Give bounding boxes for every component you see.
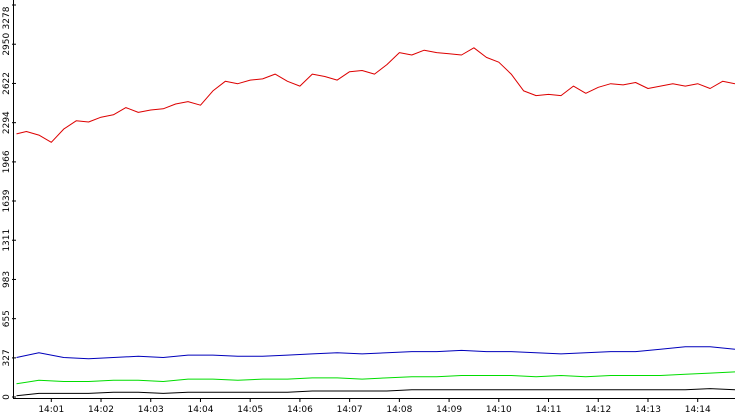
x-tick-label: 14:08: [386, 405, 412, 415]
series-line-1: [16, 346, 735, 360]
x-tick-label: 14:03: [138, 405, 164, 415]
y-tick-label: 655: [2, 310, 12, 327]
series-line-2: [16, 371, 735, 385]
y-tick-label: 327: [2, 349, 12, 366]
x-tick-label: 14:10: [486, 405, 512, 415]
series-line-3: [16, 388, 735, 397]
x-tick-label: 14:07: [337, 405, 363, 415]
x-tick-label: 14:13: [635, 405, 661, 415]
x-tick-label: 14:01: [38, 405, 64, 415]
x-tick-label: 14:02: [88, 405, 114, 415]
x-tick-label: 14:12: [585, 405, 611, 415]
x-tick-label: 14:09: [436, 405, 462, 415]
x-tick-label: 14:06: [287, 405, 313, 415]
y-tick-label: 1639: [2, 189, 12, 212]
series-line-0: [16, 47, 735, 143]
y-tick-layer: 0 327 655 983 1311 1639 1966 2294 2622 2950 3278: [2, 4, 16, 400]
x-tick-label: 14:11: [536, 405, 562, 415]
y-tick-label: 0: [2, 394, 12, 400]
series-layer: [16, 47, 735, 397]
x-tick-label: 14:14: [685, 405, 711, 415]
y-tick-label: 2294: [2, 111, 12, 134]
x-tick-label: 14:05: [237, 405, 263, 415]
y-tick-label: 2950: [2, 32, 12, 55]
y-tick-label: 983: [2, 271, 12, 288]
x-tick-label: 14:04: [187, 405, 213, 415]
y-tick-label: 1966: [2, 150, 12, 173]
x-tick-layer: 14:01 14:02 14:03 14:04 14:05 14:06 14:07 14:08…: [38, 398, 711, 415]
y-tick-label: 1311: [2, 229, 12, 252]
y-tick-label: 2622: [2, 72, 12, 95]
y-tick-label: 3278: [2, 6, 12, 29]
